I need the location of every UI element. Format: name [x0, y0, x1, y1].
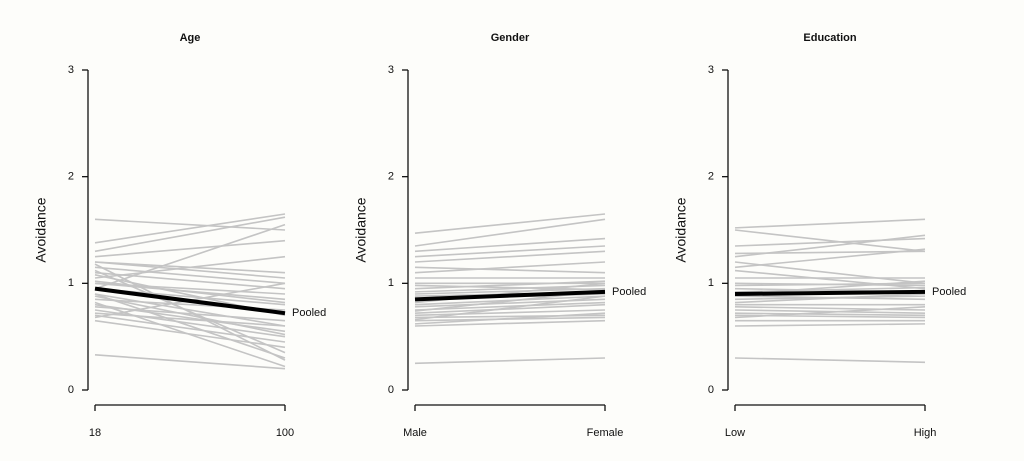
y-tick-label: 0 — [388, 384, 394, 396]
pooled-line — [94, 286, 286, 316]
group-line — [94, 213, 286, 244]
group-line — [734, 323, 926, 327]
group-line — [414, 303, 606, 314]
group-line — [734, 286, 926, 293]
group-line — [94, 314, 286, 343]
y-tick-label: 3 — [388, 64, 394, 76]
group-line — [414, 284, 606, 293]
group-line — [94, 295, 286, 336]
group-line — [94, 239, 286, 258]
y-tick-label: 2 — [388, 171, 394, 183]
group-line — [414, 261, 606, 274]
group-line — [414, 301, 606, 311]
group-line — [94, 271, 286, 290]
x-tick-label: Female — [587, 427, 624, 439]
group-line — [94, 261, 286, 279]
y-axis-label: Avoidance — [33, 197, 49, 262]
series-label: Pooled — [292, 307, 326, 319]
group-line — [94, 312, 286, 327]
group-line — [414, 295, 606, 321]
group-line — [734, 306, 926, 319]
group-line — [734, 218, 926, 229]
group-line — [94, 293, 286, 327]
group-line — [734, 229, 926, 253]
x-tick-label: 18 — [89, 427, 101, 439]
group-line — [414, 237, 606, 253]
group-line — [414, 309, 606, 317]
group-line — [94, 354, 286, 370]
group-line — [94, 293, 286, 359]
y-tick-label: 1 — [388, 277, 394, 289]
panel-title: Age — [180, 32, 201, 44]
group-line — [414, 218, 606, 247]
group-line — [414, 319, 606, 327]
y-tick-label: 0 — [68, 384, 74, 396]
group-line — [734, 248, 926, 269]
y-tick-label: 3 — [68, 64, 74, 76]
pooled-line — [734, 289, 926, 296]
group-line — [414, 250, 606, 263]
group-line — [414, 280, 606, 290]
group-line — [734, 237, 926, 247]
group-line — [734, 306, 926, 311]
series-label: Pooled — [932, 286, 966, 298]
y-tick-label: 1 — [708, 277, 714, 289]
group-line — [94, 218, 286, 231]
group-line — [414, 213, 606, 234]
y-tick-label: 3 — [708, 64, 714, 76]
y-tick-label: 0 — [708, 384, 714, 396]
y-tick-label: 1 — [68, 277, 74, 289]
x-tick-label: Low — [725, 427, 745, 439]
y-tick-label: 2 — [708, 171, 714, 183]
group-line — [94, 301, 286, 368]
y-tick-label: 2 — [68, 171, 74, 183]
group-line — [734, 312, 926, 317]
group-line — [734, 293, 926, 304]
x-tick-label: High — [914, 427, 937, 439]
group-line — [414, 284, 606, 291]
group-line — [94, 216, 286, 253]
group-line — [94, 280, 286, 304]
group-line — [414, 245, 606, 258]
group-line — [94, 309, 286, 338]
group-line — [734, 282, 926, 287]
group-line — [94, 223, 286, 290]
group-line — [94, 255, 286, 279]
group-line — [414, 312, 606, 325]
group-line — [414, 266, 606, 274]
group-line — [94, 266, 286, 285]
group-line — [734, 234, 926, 258]
group-line — [734, 357, 926, 364]
pooled-line — [414, 289, 606, 302]
y-axis-label: Avoidance — [353, 197, 369, 262]
panel-title: Gender — [491, 32, 530, 44]
group-line — [414, 357, 606, 365]
panel-title: Education — [803, 32, 856, 44]
x-tick-label: 100 — [276, 427, 294, 439]
group-line — [94, 263, 286, 361]
group-line — [734, 261, 926, 285]
series-label: Pooled — [612, 286, 646, 298]
x-tick-label: Male — [403, 427, 427, 439]
y-axis-label: Avoidance — [673, 197, 689, 262]
group-line — [94, 306, 286, 322]
